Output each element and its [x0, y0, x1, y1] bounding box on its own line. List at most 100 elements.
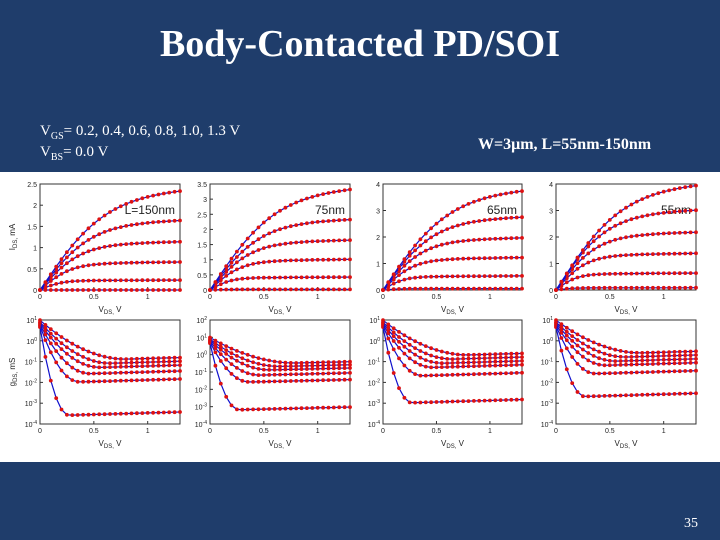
measured-point-vgs-0.8	[151, 364, 156, 368]
measured-point-vgs-0.8	[245, 363, 250, 368]
measured-point-vgs-0.8	[591, 247, 596, 252]
measured-point-vgs-1	[504, 216, 508, 221]
measured-point-vgs-1	[305, 221, 309, 226]
measured-point-vgs-0.2	[140, 288, 145, 292]
measured-point-vgs-0.4	[482, 372, 487, 376]
measured-point-vgs-1	[677, 353, 682, 358]
measured-point-vgs-0.2	[418, 400, 423, 405]
measured-point-vgs-0.6	[488, 256, 492, 260]
measured-point-vgs-1	[256, 237, 261, 242]
measured-point-vgs-1	[218, 344, 223, 349]
measured-point-vgs-0.6	[461, 364, 466, 369]
measured-point-vgs-0.8	[224, 352, 229, 356]
measured-point-vgs-1	[151, 360, 156, 364]
measured-point-vgs-0.4	[305, 378, 309, 383]
measured-point-vgs-0.8	[65, 351, 69, 356]
measured-point-vgs-1	[672, 209, 677, 214]
x-tick-label: 0.5	[432, 428, 442, 435]
measured-point-vgs-0.6	[172, 369, 177, 374]
measured-point-vgs-0.2	[151, 410, 156, 415]
measured-point-vgs-0.2	[466, 399, 471, 403]
measured-point-vgs-0.2	[167, 410, 172, 415]
measured-point-vgs-1.3	[172, 189, 177, 194]
measured-point-vgs-1	[288, 364, 293, 369]
measured-point-vgs-0.8	[488, 360, 492, 364]
measured-point-vgs-0.8	[613, 237, 618, 242]
measured-point-vgs-0.8	[667, 357, 671, 362]
measured-point-vgs-1	[235, 354, 239, 358]
y-tick-label: 100	[196, 351, 207, 360]
measured-point-vgs-1	[455, 357, 460, 361]
measured-point-vgs-0.4	[305, 275, 309, 280]
measured-point-vgs-0.2	[504, 286, 508, 291]
measured-point-vgs-0.4	[402, 363, 407, 368]
measured-point-vgs-1	[434, 355, 439, 359]
measured-point-vgs-0.6	[672, 251, 677, 256]
measured-point-vgs-0.2	[235, 407, 239, 412]
measured-point-vgs-0.8	[118, 242, 123, 247]
measured-point-vgs-0.2	[113, 412, 118, 416]
measured-point-vgs-0.8	[161, 240, 166, 245]
measured-point-vgs-0.8	[229, 265, 234, 269]
measured-point-vgs-0.8	[235, 260, 239, 265]
measured-point-vgs-0.8	[172, 363, 177, 368]
measured-point-vgs-1	[129, 360, 134, 365]
measured-point-vgs-0.8	[337, 366, 342, 371]
measured-point-vgs-1	[661, 211, 666, 215]
measured-point-vgs-1.3	[694, 349, 698, 354]
measured-point-vgs-0.6	[113, 261, 118, 266]
x-tick-label: 0	[554, 428, 558, 435]
measured-point-vgs-0.8	[613, 359, 618, 363]
measured-point-vgs-1	[575, 338, 580, 342]
measured-point-vgs-1	[667, 353, 671, 358]
y-tick-label: 0	[203, 288, 207, 295]
measured-point-vgs-0.4	[667, 369, 671, 374]
measured-point-vgs-0.8	[597, 356, 601, 361]
measured-point-vgs-0.6	[591, 258, 596, 263]
measured-point-vgs-0.6	[97, 262, 102, 266]
measured-point-vgs-0.6	[445, 365, 450, 369]
measured-point-vgs-0.6	[267, 259, 272, 264]
measured-point-vgs-0.4	[629, 271, 634, 276]
measured-point-vgs-0.6	[466, 364, 471, 369]
measured-point-vgs-0.6	[315, 257, 320, 262]
measured-point-vgs-0.4	[86, 379, 91, 384]
x-axis-label: VDS, V	[441, 439, 465, 450]
measured-point-vgs-0.6	[634, 252, 639, 257]
measured-point-vgs-0.4	[488, 371, 492, 376]
measured-point-vgs-1.3	[348, 187, 352, 192]
measured-point-vgs-1.3	[618, 209, 623, 214]
measured-point-vgs-0.6	[299, 372, 304, 376]
measured-point-vgs-0.8	[167, 240, 172, 244]
measured-point-vgs-1	[629, 355, 634, 359]
measured-point-vgs-0.8	[618, 359, 623, 363]
measured-point-vgs-1.3	[629, 350, 634, 355]
measured-point-vgs-1.3	[70, 243, 75, 248]
measured-point-vgs-0.6	[434, 365, 439, 370]
measured-point-vgs-0.2	[288, 406, 293, 411]
measured-point-vgs-1.3	[677, 186, 682, 190]
measured-point-vgs-1	[140, 360, 145, 365]
measured-point-vgs-0.8	[272, 243, 277, 248]
measured-point-vgs-0.6	[224, 357, 229, 362]
measured-point-vgs-0.4	[118, 378, 123, 383]
measured-point-vgs-0.2	[640, 285, 645, 290]
measured-point-vgs-0.6	[661, 361, 666, 366]
measured-point-vgs-1.3	[413, 243, 417, 248]
measured-point-vgs-1	[445, 357, 450, 361]
measured-point-vgs-0.2	[509, 397, 514, 402]
measured-point-vgs-0.6	[397, 273, 401, 277]
measured-point-vgs-0.2	[683, 285, 688, 290]
measured-point-vgs-0.6	[482, 364, 487, 368]
measured-point-vgs-0.6	[429, 259, 433, 264]
measured-point-vgs-1.3	[151, 356, 156, 361]
measured-point-vgs-0.4	[348, 377, 352, 382]
measured-point-vgs-0.2	[224, 287, 229, 292]
measured-point-vgs-1.3	[423, 344, 428, 348]
measured-point-vgs-0.4	[321, 275, 325, 280]
measured-point-vgs-1	[586, 344, 591, 349]
measured-point-vgs-0.4	[54, 282, 59, 286]
measured-point-vgs-1.3	[283, 360, 288, 365]
measured-point-vgs-0.4	[272, 379, 277, 384]
measured-point-vgs-0.2	[656, 285, 661, 290]
